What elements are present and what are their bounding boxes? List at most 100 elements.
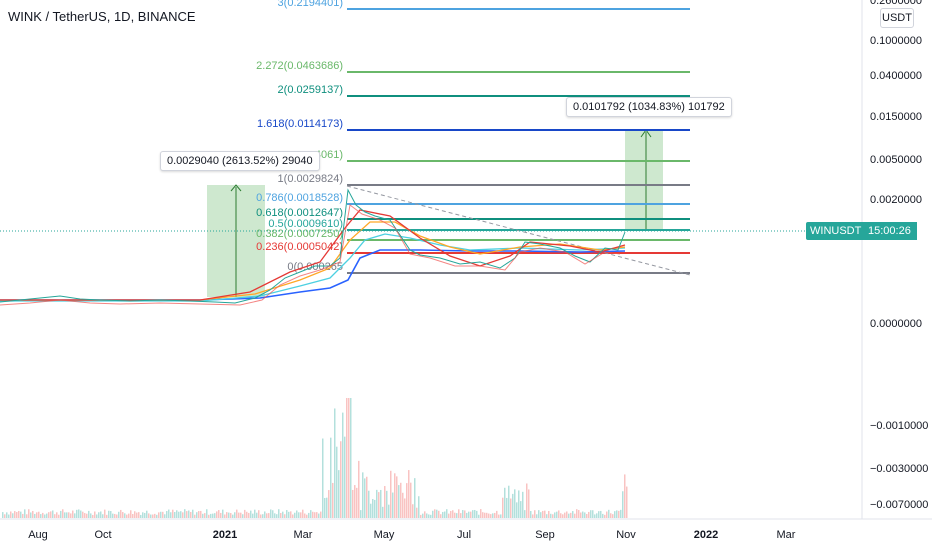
volume-bar bbox=[400, 482, 402, 518]
volume-bar bbox=[608, 509, 610, 518]
volume-bar bbox=[544, 510, 546, 518]
volume-bar bbox=[70, 513, 72, 518]
fib-label-2.272: 2.272(0.0463686) bbox=[256, 60, 343, 72]
volume-bar bbox=[118, 511, 120, 518]
measure-box-right[interactable] bbox=[625, 130, 663, 230]
volume-bar bbox=[124, 513, 126, 518]
volume-bar bbox=[498, 514, 500, 518]
volume-bar bbox=[140, 514, 142, 518]
price-tick: −0.0070000 bbox=[870, 499, 928, 511]
volume-bar bbox=[242, 514, 244, 518]
price-axis[interactable]: 0.2600000 0.1000000 0.0400000 0.0150000 0.00… bbox=[870, 0, 928, 511]
volume-bar bbox=[12, 513, 14, 518]
volume-bar bbox=[538, 510, 540, 518]
volume-bar bbox=[472, 510, 474, 518]
measure-label-right[interactable]: 0.0101792 (1034.83%) 101792 bbox=[566, 97, 732, 117]
volume-bar bbox=[514, 489, 516, 518]
volume-bar bbox=[116, 514, 118, 518]
volume-bar bbox=[106, 514, 108, 518]
volume-bar bbox=[564, 512, 566, 518]
volume-bar bbox=[374, 499, 376, 518]
trendline[interactable] bbox=[346, 185, 691, 276]
volume-bar bbox=[500, 514, 502, 518]
volume-bar bbox=[186, 511, 188, 518]
volume-bar bbox=[560, 513, 562, 518]
volume-bar bbox=[406, 483, 408, 518]
volume-bar bbox=[154, 513, 156, 518]
volume-bar bbox=[612, 514, 614, 518]
volume-bar bbox=[542, 510, 544, 518]
volume-bar bbox=[166, 511, 168, 518]
volume-bar bbox=[26, 514, 28, 518]
volume-bar bbox=[482, 512, 484, 518]
price-tick: −0.0030000 bbox=[870, 463, 928, 475]
volume-bar bbox=[16, 512, 18, 518]
volume-bar bbox=[438, 510, 440, 518]
price-tick: 0.1000000 bbox=[870, 35, 922, 47]
volume-bar bbox=[302, 509, 304, 518]
volume-bar bbox=[448, 513, 450, 518]
fib-label-1.618: 1.618(0.0114173) bbox=[257, 118, 343, 130]
volume-bar bbox=[202, 513, 204, 518]
volume-bar bbox=[76, 509, 78, 518]
fib-label-1.272: 4061) bbox=[315, 149, 343, 161]
volume-bar bbox=[604, 514, 606, 518]
volume-bar bbox=[250, 510, 252, 518]
volume-bar bbox=[36, 512, 38, 518]
volume-bar bbox=[68, 512, 70, 518]
volume-bar bbox=[190, 511, 192, 518]
volume-bar bbox=[34, 513, 36, 518]
price-series bbox=[0, 188, 626, 304]
volume-bar bbox=[246, 511, 248, 518]
volume-bar bbox=[180, 511, 182, 518]
volume-bar bbox=[6, 512, 8, 518]
volume-bar bbox=[526, 483, 528, 518]
bar-countdown: 15:00:26 bbox=[862, 222, 917, 240]
volume-bar bbox=[296, 510, 298, 518]
volume-bar bbox=[412, 504, 414, 518]
volume-bar bbox=[428, 514, 430, 518]
volume-bar bbox=[134, 511, 136, 518]
volume-bar bbox=[272, 510, 274, 518]
volume-bar bbox=[102, 514, 104, 518]
volume-bar bbox=[316, 512, 318, 518]
measure-label-left[interactable]: 0.0029040 (2613.52%) 29040 bbox=[160, 151, 320, 171]
price-tick: 0.0000000 bbox=[870, 318, 922, 330]
volume-bar bbox=[490, 514, 492, 518]
volume-bar bbox=[228, 512, 230, 518]
volume-bar bbox=[262, 514, 264, 518]
volume-bar bbox=[194, 514, 196, 518]
volume-bar bbox=[298, 512, 300, 518]
volume-bar bbox=[586, 513, 588, 518]
volume-bar bbox=[98, 512, 100, 518]
fib-extension[interactable]: 3(0.2194401) 2.272(0.0463686) 2(0.0259137)… bbox=[256, 0, 690, 274]
volume-bar bbox=[304, 513, 306, 518]
price-tick: 0.0400000 bbox=[870, 70, 922, 82]
fib-label-2: 2(0.0259137) bbox=[278, 84, 343, 96]
time-tick: Sep bbox=[535, 529, 555, 541]
volume-bar bbox=[350, 398, 352, 518]
volume-bar bbox=[546, 514, 548, 518]
volume-bar bbox=[530, 511, 532, 518]
volume-bar bbox=[222, 509, 224, 518]
volume-bar bbox=[8, 514, 10, 518]
unit-selector[interactable]: USDT bbox=[880, 8, 914, 28]
price-tick: 0.2600000 bbox=[870, 0, 922, 7]
time-axis[interactable]: Aug Oct 2021 Mar May Jul Sep Nov 2022 Mar bbox=[28, 529, 796, 541]
volume-bar bbox=[464, 510, 466, 518]
volume-bar bbox=[384, 486, 386, 518]
volume-bar bbox=[598, 511, 600, 518]
volume-bar bbox=[136, 512, 138, 518]
volume-bar bbox=[410, 482, 412, 518]
volume-bar bbox=[18, 510, 20, 518]
volume-bar bbox=[364, 478, 366, 518]
volume-bar bbox=[340, 441, 342, 518]
volume-bar bbox=[294, 512, 296, 518]
volume-bar bbox=[176, 510, 178, 518]
volume-bar bbox=[388, 504, 390, 518]
volume-bar bbox=[66, 512, 68, 518]
volume-bar bbox=[184, 509, 186, 518]
volume-bar bbox=[220, 512, 222, 518]
volume-bar bbox=[356, 487, 358, 518]
